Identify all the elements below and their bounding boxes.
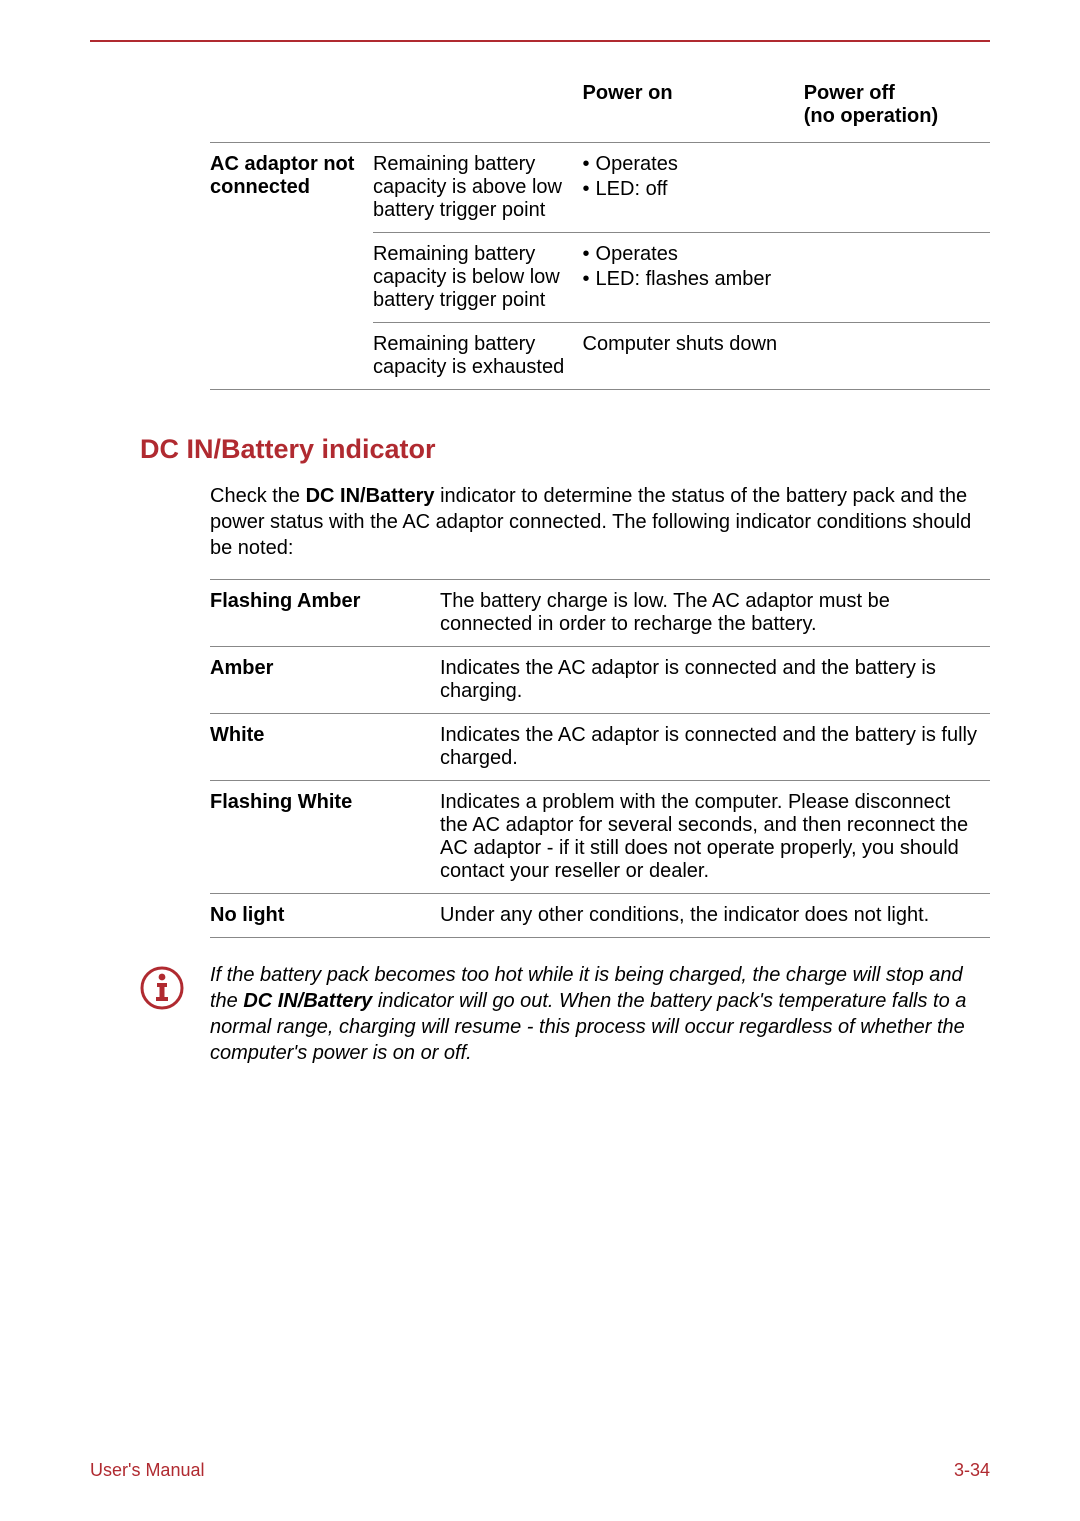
intro-paragraph: Check the DC IN/Battery indicator to det… xyxy=(210,483,990,561)
note-block: If the battery pack becomes too hot whil… xyxy=(90,962,990,1066)
bullet-text: Operates xyxy=(596,153,678,176)
note-text: If the battery pack becomes too hot whil… xyxy=(210,962,990,1066)
cell: • Operates • LED: off xyxy=(583,143,804,233)
bullet-icon: • xyxy=(583,153,590,176)
indicator-desc: Indicates the AC adaptor is connected an… xyxy=(440,647,990,714)
power-state-table: Power on Power off (no operation) AC ada… xyxy=(210,72,990,390)
bullet-icon: • xyxy=(583,178,590,201)
cell: Remaining battery capacity is below low … xyxy=(373,233,583,323)
indicator-label: Flashing White xyxy=(210,781,440,894)
cell: Computer shuts down xyxy=(583,323,804,390)
header-power-on: Power on xyxy=(583,72,804,143)
section-body: Check the DC IN/Battery indicator to det… xyxy=(210,483,990,938)
table1-wrap: Power on Power off (no operation) AC ada… xyxy=(210,72,990,390)
header-power-off: Power off (no operation) xyxy=(804,72,990,143)
indicator-desc: Indicates the AC adaptor is connected an… xyxy=(440,714,990,781)
table-row: Flashing Amber The battery charge is low… xyxy=(210,580,990,647)
indicator-label: No light xyxy=(210,894,440,938)
cell: • Operates • LED: flashes amber xyxy=(583,233,804,323)
page: Power on Power off (no operation) AC ada… xyxy=(0,0,1080,1521)
cell xyxy=(804,143,990,233)
bullet-item: • Operates xyxy=(583,153,796,176)
info-icon xyxy=(140,966,184,1010)
bullet-item: • LED: flashes amber xyxy=(583,268,796,291)
table1-header: Power on Power off (no operation) xyxy=(210,72,990,143)
bullet-icon: • xyxy=(583,268,590,291)
footer-left: User's Manual xyxy=(90,1460,204,1481)
bullet-icon: • xyxy=(583,243,590,266)
indicator-desc: Indicates a problem with the computer. P… xyxy=(440,781,990,894)
cell xyxy=(804,233,990,323)
text: Check the xyxy=(210,485,306,507)
cell xyxy=(804,323,990,390)
cell: Remaining battery capacity is exhausted xyxy=(373,323,583,390)
indicator-label: Flashing Amber xyxy=(210,580,440,647)
text-bold: DC IN/Battery xyxy=(243,990,372,1012)
table-row: White Indicates the AC adaptor is connec… xyxy=(210,714,990,781)
indicator-desc: Under any other conditions, the indicato… xyxy=(440,894,990,938)
text-bold: DC IN/Battery xyxy=(306,485,435,507)
bullet-text: Operates xyxy=(596,243,678,266)
bullet-text: LED: flashes amber xyxy=(596,268,772,291)
table-row: Amber Indicates the AC adaptor is connec… xyxy=(210,647,990,714)
indicator-table: Flashing Amber The battery charge is low… xyxy=(210,579,990,938)
note-icon-wrap xyxy=(90,962,210,1015)
bullet-text: LED: off xyxy=(596,178,668,201)
top-rule xyxy=(90,40,990,42)
indicator-desc: The battery charge is low. The AC adapto… xyxy=(440,580,990,647)
bullet-item: • Operates xyxy=(583,243,796,266)
section-heading: DC IN/Battery indicator xyxy=(140,434,990,465)
table-row: No light Under any other conditions, the… xyxy=(210,894,990,938)
bullet-item: • LED: off xyxy=(583,178,796,201)
footer-right: 3-34 xyxy=(954,1460,990,1481)
row-label: AC adaptor not connected xyxy=(210,143,373,390)
indicator-label: White xyxy=(210,714,440,781)
page-footer: User's Manual 3-34 xyxy=(90,1460,990,1481)
table1-row: AC adaptor not connected Remaining batte… xyxy=(210,143,990,233)
indicator-label: Amber xyxy=(210,647,440,714)
cell: Remaining battery capacity is above low … xyxy=(373,143,583,233)
table-row: Flashing White Indicates a problem with … xyxy=(210,781,990,894)
